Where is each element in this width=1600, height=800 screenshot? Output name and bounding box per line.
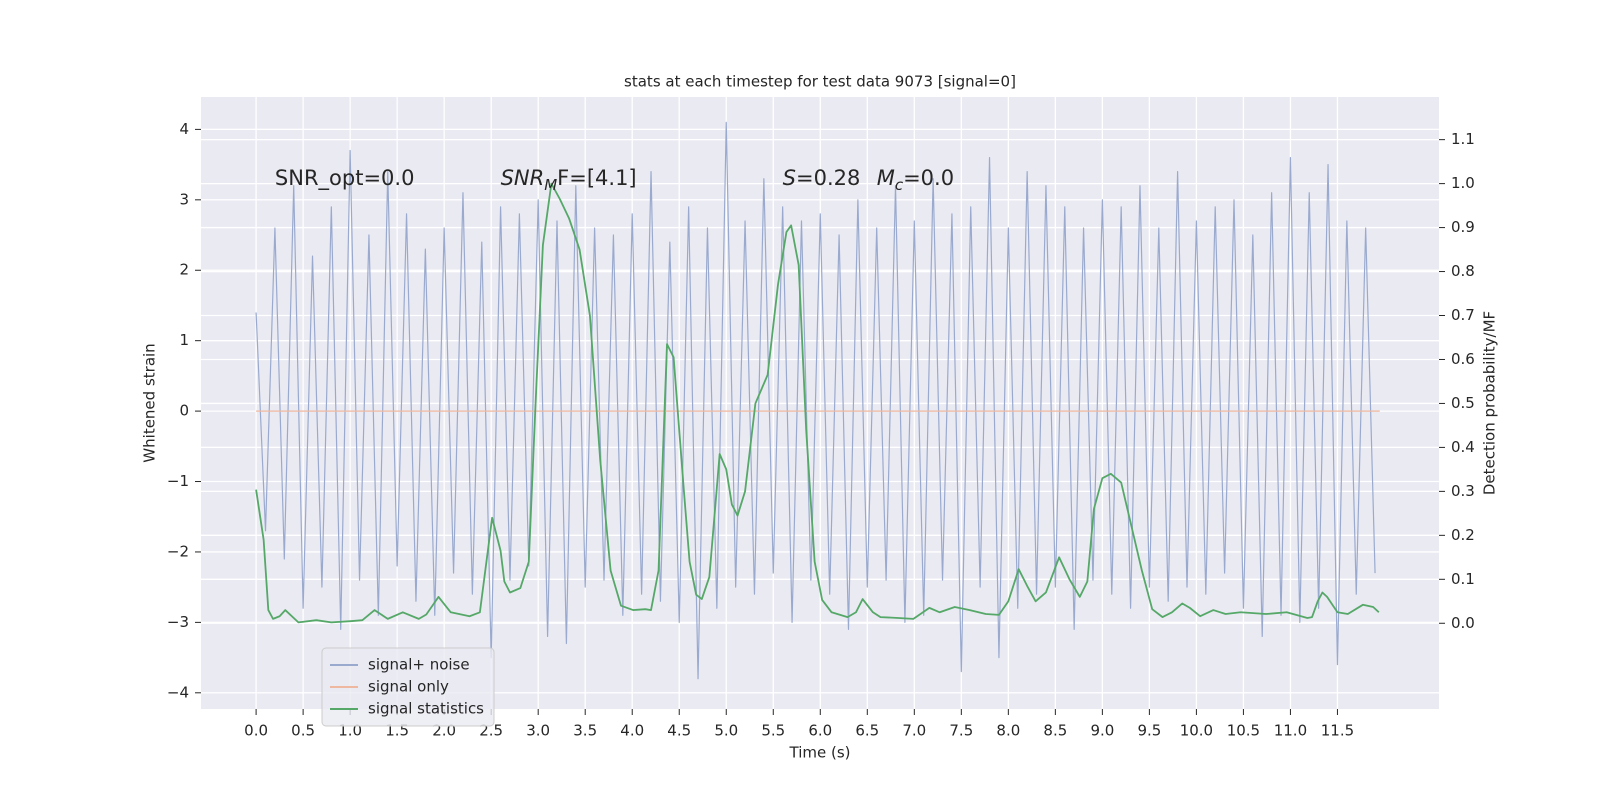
y-tick-label: 4 <box>179 120 189 138</box>
annotation: Mc=0.0 <box>877 166 954 194</box>
x-tick-label: 9.0 <box>1090 722 1114 740</box>
y2-tick-label: 0.2 <box>1451 526 1475 544</box>
x-tick-label: 3.5 <box>573 722 597 740</box>
x-tick-label: 11.5 <box>1321 722 1354 740</box>
y2-axis-label: Detection probability/MF <box>1481 311 1499 495</box>
x-tick-label: 5.5 <box>761 722 785 740</box>
x-tick-label: 7.5 <box>949 722 973 740</box>
chart-title: stats at each timestep for test data 907… <box>624 73 1016 91</box>
y2-tick-label: 0.9 <box>1451 218 1475 236</box>
x-tick-label: 5.0 <box>714 722 738 740</box>
annotation-symbol: S <box>783 166 796 190</box>
x-tick-label: 8.5 <box>1043 722 1067 740</box>
annotation-subscript: c <box>895 176 904 194</box>
x-tick-label: 4.5 <box>667 722 691 740</box>
annotation-text: F=[4.1] <box>557 166 636 190</box>
annotation-text: =0.28 <box>796 166 860 190</box>
y2-tick-label: 1.1 <box>1451 130 1475 148</box>
legend: signal+ noise signal only signal statistic… <box>321 647 495 727</box>
y2-tick-label: 0.3 <box>1451 482 1475 500</box>
y-tick-label: 3 <box>179 190 189 208</box>
x-tick-label: 7.0 <box>902 722 926 740</box>
x-tick-label: 9.5 <box>1137 722 1161 740</box>
y2-tick-label: 0.8 <box>1451 262 1475 280</box>
annotation-symbol: SNR <box>501 166 545 190</box>
y2-tick-label: 0.0 <box>1451 614 1475 632</box>
y2-tick-label: 0.1 <box>1451 570 1475 588</box>
annotation-text: =0.0 <box>903 166 954 190</box>
y2-tick-label: 0.5 <box>1451 394 1475 412</box>
y-tick-label: 2 <box>179 261 189 279</box>
x-tick-label: 6.0 <box>808 722 832 740</box>
annotation-text: SNR_opt=0.0 <box>275 166 415 191</box>
x-tick-label: 4.0 <box>620 722 644 740</box>
x-tick-label: 0.0 <box>244 722 268 740</box>
y2-tick-label: 0.4 <box>1451 438 1475 456</box>
series-line <box>255 121 1376 680</box>
y-tick-label: 1 <box>179 331 189 349</box>
x-tick-label: 11.0 <box>1274 722 1307 740</box>
annotation-subscript: M <box>544 176 557 194</box>
annotation: SNR_opt=0.0 <box>275 166 415 191</box>
x-axis-label: Time (s) <box>789 744 851 762</box>
annotation: S=0.28 <box>783 166 861 190</box>
x-tick-label: 10.0 <box>1180 722 1213 740</box>
x-tick-label: 10.5 <box>1227 722 1260 740</box>
legend-label: signal statistics <box>368 700 484 718</box>
y-tick-label: −1 <box>167 472 189 490</box>
legend-box <box>321 647 495 727</box>
y2-tick-label: 1.0 <box>1451 174 1475 192</box>
x-tick-label: 8.0 <box>996 722 1020 740</box>
annotation-symbol: M <box>877 166 895 190</box>
x-tick-label: 3.0 <box>526 722 550 740</box>
legend-label: signal+ noise <box>368 656 470 674</box>
y2-tick-label: 0.6 <box>1451 350 1475 368</box>
y-tick-label: −4 <box>167 683 189 701</box>
series-line <box>255 182 1380 624</box>
x-tick-label: 6.5 <box>855 722 879 740</box>
x-tick-label: 0.5 <box>291 722 315 740</box>
y2-tick-label: 0.7 <box>1451 306 1475 324</box>
y-axis-label: Whitened strain <box>141 343 159 462</box>
y-tick-label: −3 <box>167 613 189 631</box>
legend-label: signal only <box>368 678 449 696</box>
y-tick-label: −2 <box>167 542 189 560</box>
y-tick-label: 0 <box>179 402 189 420</box>
annotation: SNRMF=[4.1] <box>501 166 637 194</box>
